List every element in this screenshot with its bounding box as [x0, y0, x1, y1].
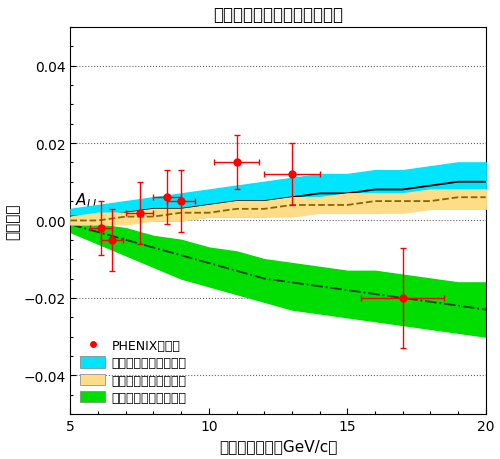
- X-axis label: 光子横運動量（GeV/c）: 光子横運動量（GeV/c）: [219, 438, 338, 453]
- Title: 偏極陽子衝突による直接光子: 偏極陽子衝突による直接光子: [213, 6, 343, 23]
- Y-axis label: 非対称度: 非対称度: [6, 203, 20, 239]
- Legend: PHENIXデータ, 理論１計算と不確定度, 理論２計算と不確定度, 理論３計算と不確定度: PHENIXデータ, 理論１計算と不確定度, 理論２計算と不確定度, 理論３計算…: [76, 336, 190, 408]
- Text: $A_{LL}$: $A_{LL}$: [74, 191, 99, 209]
